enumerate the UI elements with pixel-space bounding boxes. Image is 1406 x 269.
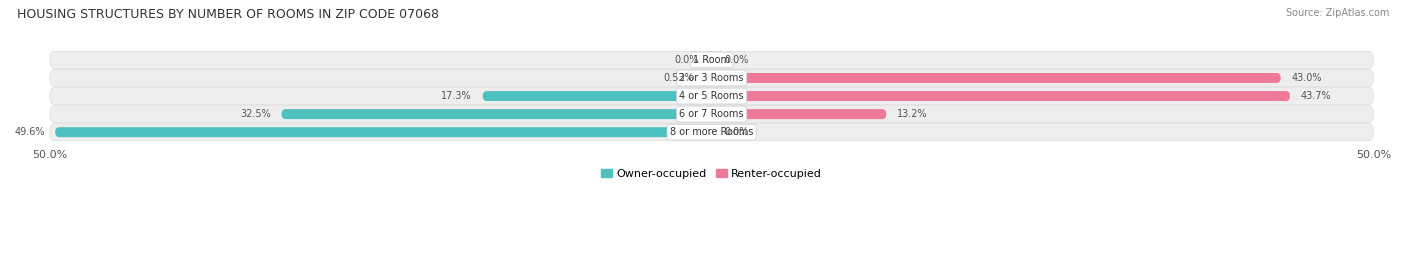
FancyBboxPatch shape (49, 51, 1374, 69)
Legend: Owner-occupied, Renter-occupied: Owner-occupied, Renter-occupied (596, 164, 827, 183)
Text: 49.6%: 49.6% (14, 127, 45, 137)
Text: HOUSING STRUCTURES BY NUMBER OF ROOMS IN ZIP CODE 07068: HOUSING STRUCTURES BY NUMBER OF ROOMS IN… (17, 8, 439, 21)
Text: Source: ZipAtlas.com: Source: ZipAtlas.com (1285, 8, 1389, 18)
Text: 8 or more Rooms: 8 or more Rooms (669, 127, 754, 137)
Text: 13.2%: 13.2% (897, 109, 928, 119)
FancyBboxPatch shape (281, 109, 711, 119)
Text: 43.7%: 43.7% (1301, 91, 1331, 101)
FancyBboxPatch shape (482, 91, 711, 101)
Text: 0.0%: 0.0% (673, 55, 699, 65)
FancyBboxPatch shape (55, 127, 711, 137)
FancyBboxPatch shape (49, 123, 1374, 141)
Text: 4 or 5 Rooms: 4 or 5 Rooms (679, 91, 744, 101)
FancyBboxPatch shape (711, 91, 1289, 101)
Text: 17.3%: 17.3% (441, 91, 472, 101)
Text: 0.0%: 0.0% (725, 127, 749, 137)
FancyBboxPatch shape (711, 73, 1281, 83)
FancyBboxPatch shape (49, 69, 1374, 87)
Text: 0.0%: 0.0% (725, 55, 749, 65)
FancyBboxPatch shape (711, 109, 886, 119)
Text: 0.53%: 0.53% (664, 73, 695, 83)
FancyBboxPatch shape (49, 87, 1374, 105)
Text: 2 or 3 Rooms: 2 or 3 Rooms (679, 73, 744, 83)
Text: 43.0%: 43.0% (1291, 73, 1322, 83)
Text: 1 Room: 1 Room (693, 55, 730, 65)
FancyBboxPatch shape (49, 105, 1374, 123)
FancyBboxPatch shape (704, 73, 711, 83)
Text: 32.5%: 32.5% (240, 109, 271, 119)
Text: 6 or 7 Rooms: 6 or 7 Rooms (679, 109, 744, 119)
